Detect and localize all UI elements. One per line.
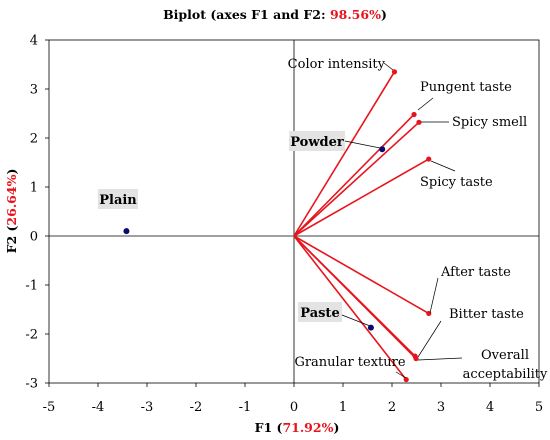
observations-layer: Plain Powder Paste	[98, 131, 386, 331]
variable-point	[413, 355, 419, 362]
observation-leader-line	[341, 314, 371, 327]
chart-title-suffix: )	[381, 7, 387, 22]
chart-title-prefix: Biplot (axes F1 and F2:	[163, 7, 330, 22]
axes-layer: -5 -4 -3 -2 -1 0 1 2 3 4 5 -3 -2 -1 0 1 2 3 4	[25, 34, 543, 416]
observation-point	[367, 324, 374, 331]
y-tick-label: -1	[25, 279, 38, 294]
chart-title-pct: 98.56%	[330, 7, 381, 22]
x-tick-label: 4	[486, 400, 494, 415]
observation-label: Paste	[300, 306, 339, 321]
variable-label: After taste	[440, 265, 511, 280]
variable-label: Overall acceptability	[463, 348, 548, 382]
label-leader-line	[395, 371, 407, 379]
label-leader-line	[429, 277, 439, 314]
variable-vector	[293, 121, 420, 237]
variable-vector	[293, 235, 417, 360]
variable-label: Spicy taste	[420, 175, 493, 190]
label-leader-line	[430, 160, 456, 172]
variable-vector	[293, 71, 396, 237]
label-leader-line	[417, 320, 442, 358]
y-tick-label: 4	[30, 34, 38, 49]
x-tick-label: 2	[388, 400, 396, 415]
x-tick-label: 0	[290, 400, 298, 415]
variable-label: Granular texture	[294, 355, 405, 370]
variable-label: Pungent taste	[420, 80, 512, 95]
variable-vectors: Color intensity Pungent taste Spicy smell S…	[288, 57, 548, 383]
observation-label: Plain	[99, 193, 137, 208]
label-leader-line	[417, 357, 463, 361]
observation-label-box	[98, 189, 138, 209]
y-tick-label: 1	[30, 181, 38, 196]
x-tick-label: 5	[535, 400, 543, 415]
x-tick-label: 3	[437, 400, 445, 415]
x-tick-label: 1	[339, 400, 347, 415]
observation-point	[379, 146, 386, 153]
chart-title: Biplot (axes F1 and F2: 98.56%)	[163, 7, 387, 22]
variable-point	[391, 69, 398, 75]
x-tick-label: -1	[239, 400, 252, 415]
observation-point	[123, 228, 130, 235]
x-tick-label: -4	[92, 400, 105, 415]
y-axis-label: F2 (26.64%)	[4, 169, 19, 254]
variable-label: Bitter taste	[449, 307, 524, 322]
y-tick-label: -2	[25, 328, 38, 343]
y-tick-label: -3	[25, 377, 38, 392]
variable-vector	[293, 235, 430, 315]
y-tick-label: 2	[30, 132, 38, 147]
variable-vector	[293, 113, 415, 237]
variable-vector	[293, 158, 430, 237]
x-tick-label: -2	[190, 400, 203, 415]
y-tick-label: 0	[30, 230, 38, 245]
y-tick-label: 3	[30, 83, 38, 98]
variable-point	[411, 111, 417, 118]
variable-label: Color intensity	[288, 57, 386, 72]
variable-point	[416, 119, 422, 125]
observation-leader-line	[344, 140, 386, 150]
x-tick-label: -3	[141, 400, 154, 415]
variable-point	[426, 156, 432, 162]
variable-vector	[293, 235, 407, 381]
label-leader-line	[383, 62, 394, 71]
label-leader-line	[417, 97, 434, 111]
observation-label-box	[298, 302, 342, 322]
observation-label-box	[289, 131, 345, 151]
x-tick-label: -5	[43, 400, 56, 415]
x-axis-label: F1 (71.92%)	[255, 420, 340, 435]
observation-label: Powder	[290, 135, 344, 150]
variable-point	[403, 376, 409, 383]
variable-label: Spicy smell	[452, 115, 527, 130]
